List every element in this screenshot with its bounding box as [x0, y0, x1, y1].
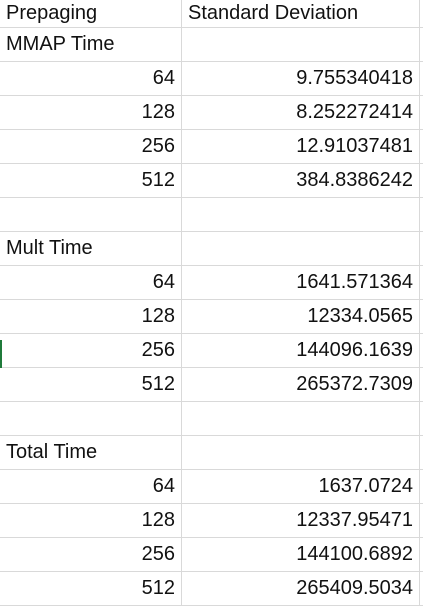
table-row: 256 144100.6892 — [0, 538, 423, 572]
table-row: Mult Time — [0, 232, 423, 266]
cell-b[interactable]: 265409.5034 — [182, 572, 420, 605]
cell-a[interactable]: MMAP Time — [0, 28, 182, 61]
cell-b[interactable]: 12.91037481 — [182, 130, 420, 163]
cell-b[interactable]: 12337.95471 — [182, 504, 420, 537]
cell-b[interactable]: 12334.0565 — [182, 300, 420, 333]
cell-b[interactable]: 1637.0724 — [182, 470, 420, 503]
cell-a[interactable]: 256 — [0, 538, 182, 571]
cell-b[interactable]: 265372.7309 — [182, 368, 420, 401]
cell-a[interactable]: Mult Time — [0, 232, 182, 265]
cell-a[interactable]: 512 — [0, 164, 182, 197]
cell-a[interactable]: 64 — [0, 470, 182, 503]
cell-a[interactable]: 64 — [0, 266, 182, 299]
table-row: 128 12334.0565 — [0, 300, 423, 334]
table-row: 256 12.91037481 — [0, 130, 423, 164]
cell-a[interactable]: 256 — [0, 130, 182, 163]
table-row: MMAP Time — [0, 28, 423, 62]
table-row: 512 265372.7309 — [0, 368, 423, 402]
cell-b[interactable] — [182, 402, 420, 435]
cell-b[interactable]: 144096.1639 — [182, 334, 420, 367]
cell-b[interactable] — [182, 198, 420, 231]
table-row: 512 384.8386242 — [0, 164, 423, 198]
cell-a[interactable]: Total Time — [0, 436, 182, 469]
table-row: Total Time — [0, 436, 423, 470]
table-row: 64 9.755340418 — [0, 62, 423, 96]
cell-b[interactable] — [182, 232, 420, 265]
table-row: 64 1637.0724 — [0, 470, 423, 504]
header-row: Prepaging Standard Deviation — [0, 0, 423, 28]
row-header-edge-marker — [0, 340, 2, 368]
header-cell-prepaging[interactable]: Prepaging — [0, 0, 182, 27]
table-row — [0, 198, 423, 232]
cell-b[interactable]: 9.755340418 — [182, 62, 420, 95]
cell-b[interactable] — [182, 28, 420, 61]
table-row: 64 1641.571364 — [0, 266, 423, 300]
table-row — [0, 402, 423, 436]
cell-a[interactable]: 128 — [0, 300, 182, 333]
cell-a[interactable]: 128 — [0, 96, 182, 129]
cell-a[interactable]: 256 — [0, 334, 182, 367]
cell-b[interactable]: 144100.6892 — [182, 538, 420, 571]
cell-a[interactable]: 64 — [0, 62, 182, 95]
table-row: 128 8.252272414 — [0, 96, 423, 130]
cell-a[interactable]: 512 — [0, 368, 182, 401]
cell-b[interactable] — [182, 436, 420, 469]
table-row: 128 12337.95471 — [0, 504, 423, 538]
cell-b[interactable]: 384.8386242 — [182, 164, 420, 197]
cell-a[interactable]: 512 — [0, 572, 182, 605]
cell-a[interactable] — [0, 198, 182, 231]
cell-b[interactable]: 8.252272414 — [182, 96, 420, 129]
table-row: 256 144096.1639 — [0, 334, 423, 368]
table-row: 512 265409.5034 — [0, 572, 423, 606]
cell-b[interactable]: 1641.571364 — [182, 266, 420, 299]
header-cell-standard-deviation[interactable]: Standard Deviation — [182, 0, 420, 27]
cell-a[interactable]: 128 — [0, 504, 182, 537]
cell-a[interactable] — [0, 402, 182, 435]
